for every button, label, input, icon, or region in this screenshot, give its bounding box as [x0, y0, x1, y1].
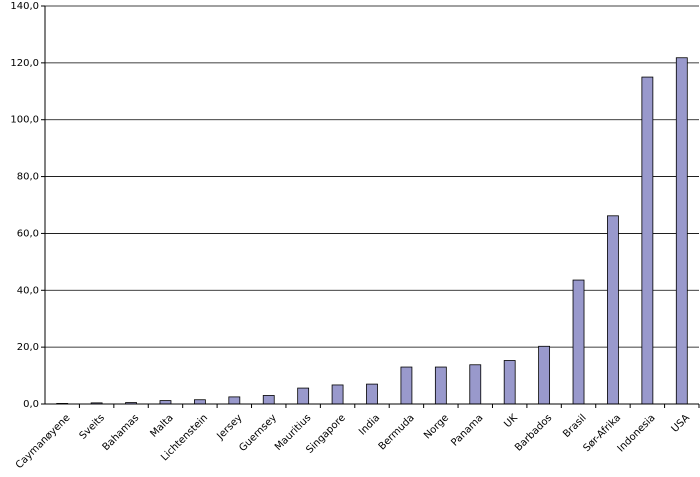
bar	[400, 366, 413, 405]
y-tick-label: 0,0	[23, 399, 39, 410]
bar	[262, 395, 275, 405]
x-tick-label: Bahamas	[101, 412, 142, 453]
x-tick-label: Indonesia	[616, 412, 658, 454]
bar	[434, 366, 447, 405]
x-tick-label: Malta	[148, 412, 175, 439]
x-tick-label: Brasil	[561, 412, 588, 439]
x-tick-label: USA	[670, 412, 693, 435]
y-tick-label: 80,0	[17, 172, 39, 183]
x-tick-label: Bermuda	[377, 412, 417, 452]
bar	[366, 383, 378, 405]
x-tick-label: Norge	[422, 412, 451, 441]
y-tick-label: 140,0	[10, 1, 39, 12]
bar	[607, 215, 619, 405]
y-tick-label: 20,0	[17, 342, 39, 353]
bar	[159, 400, 172, 405]
bar	[469, 364, 482, 405]
x-tick-label: Barbados	[513, 412, 554, 453]
bar	[675, 57, 688, 405]
y-tick-label: 40,0	[17, 285, 39, 296]
x-tick-label: Jersey	[215, 412, 245, 442]
bar	[297, 387, 310, 405]
bar	[331, 384, 344, 405]
x-tick-label: Guernsey	[237, 412, 279, 454]
bar	[193, 399, 206, 405]
x-tick-label: UK	[502, 412, 520, 430]
bar	[641, 76, 654, 405]
y-tick-label: 120,0	[10, 58, 39, 69]
bar	[228, 396, 241, 405]
bar	[538, 345, 551, 405]
bar	[572, 279, 585, 405]
x-tick-label: Panama	[449, 412, 485, 448]
x-tick-label: Caymanøyene	[14, 412, 73, 471]
bar	[503, 360, 516, 405]
x-tick-label: India	[357, 412, 382, 437]
x-tick-label: Sveits	[78, 412, 107, 441]
y-tick-label: 100,0	[10, 115, 39, 126]
y-tick-label: 60,0	[17, 228, 39, 239]
